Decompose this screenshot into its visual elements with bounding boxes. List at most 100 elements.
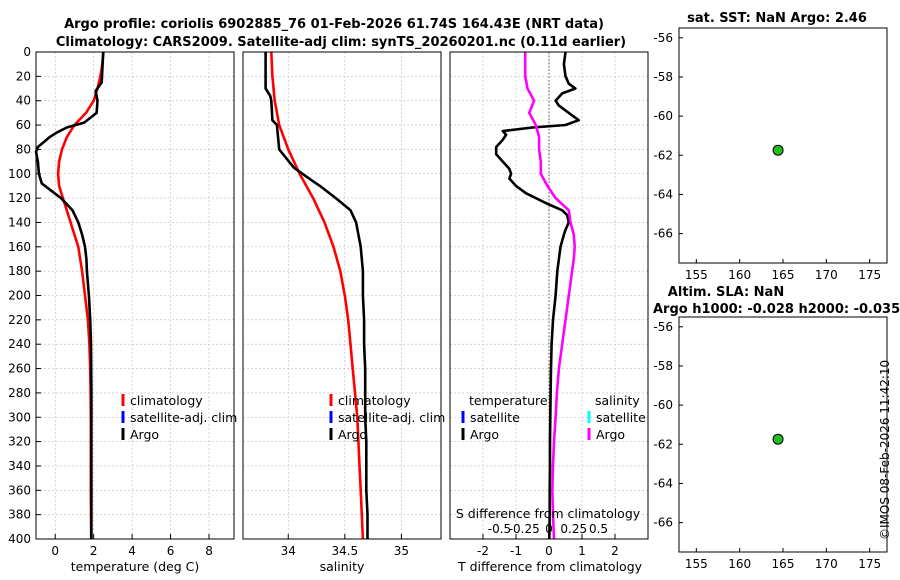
lat-tick-label: -62 — [653, 148, 673, 162]
depth-tick-label: 300 — [8, 410, 31, 424]
depth-tick-label: 360 — [8, 483, 31, 497]
series-argo — [264, 52, 369, 539]
legend-label-s-argo: Argo — [596, 427, 625, 442]
depth-tick-label: 320 — [8, 435, 31, 449]
salinity-grid — [243, 51, 441, 540]
depth-tick-label: 260 — [8, 362, 31, 376]
lat-tick-label: -58 — [653, 359, 673, 373]
salinity-x-ticks: 34 34.5 35 — [281, 534, 409, 558]
lon-tick-label: 170 — [815, 268, 838, 282]
series-argo — [34, 51, 105, 539]
lat-tick-label: -60 — [653, 398, 673, 412]
lat-tick-label: -66 — [653, 227, 673, 241]
float-position-marker — [772, 144, 784, 156]
depth-tick-label: 400 — [8, 532, 31, 546]
legend-label-climatology: climatology — [338, 393, 411, 408]
sla-axis-ticks: 155 160 165 170 175 -56 -58 -60 -62 -64 -66 — [653, 320, 881, 571]
x-tick-label: 4 — [128, 544, 136, 558]
sst-axis-ticks: 155 160 165 170 175 -56 -58 -60 -62 -64 -66 — [653, 31, 881, 282]
lat-tick-label: -64 — [653, 187, 673, 201]
difference-series — [494, 51, 581, 540]
x-tick-label: 0 — [545, 544, 553, 558]
float-position-marker — [772, 433, 784, 445]
temperature-panel: 0 2 4 6 8 0 20 40 60 80 100 120 140 160 180 200 220 240 2… — [8, 45, 237, 574]
figure-title: Argo profile: coriolis 6902885_76 01-Feb… — [64, 17, 604, 32]
lon-tick-label: 175 — [858, 557, 881, 571]
lat-tick-label: -56 — [653, 31, 673, 45]
x-tick-label: -2 — [477, 544, 489, 558]
figure-subtitle: Climatology: CARS2009. Satellite-adj cli… — [56, 35, 626, 50]
difference-x-ticks: -2 -1 0 1 2 — [477, 534, 619, 558]
sla-panel-title-2: Argo h1000: -0.028 h2000: -0.035 — [653, 302, 900, 317]
s-difference-label: S difference from climatology — [456, 506, 641, 521]
x-tick-label: 35 — [394, 544, 409, 558]
legend-header-temperature: temperature — [469, 393, 548, 408]
lat-tick-label: -58 — [653, 70, 673, 84]
depth-tick-label: 240 — [8, 337, 31, 351]
t-difference-label: T difference from climatology — [457, 559, 643, 574]
sla-float-marker — [772, 433, 784, 445]
depth-tick-label: 100 — [8, 167, 31, 181]
series-s-difference-argo- — [523, 52, 577, 540]
x-tick-label: 34.5 — [331, 544, 358, 558]
lat-tick-label: -56 — [653, 320, 673, 334]
legend-label-climatology: climatology — [130, 393, 203, 408]
depth-tick-label: 20 — [16, 69, 31, 83]
x-tick-label: 2 — [90, 544, 98, 558]
legend-label-argo: Argo — [338, 427, 367, 442]
legend-label-argo: Argo — [130, 427, 159, 442]
depth-tick-label: 180 — [8, 264, 31, 278]
legend-label-satellite-adj: satellite-adj. clim — [338, 410, 445, 425]
depth-tick-label: 60 — [16, 118, 31, 132]
s-tick-label: 0.25 — [560, 522, 587, 536]
legend-label-s-satellite: satellite — [596, 410, 646, 425]
lat-tick-label: -62 — [653, 437, 673, 451]
s-tick-label: 0 — [545, 522, 553, 536]
x-tick-label: 2 — [611, 544, 619, 558]
lon-tick-label: 175 — [858, 268, 881, 282]
x-tick-label: 1 — [578, 544, 586, 558]
depth-tick-label: 220 — [8, 313, 31, 327]
difference-panel: -2 -1 0 1 2 -0.5-0.25 0 0.25 0.5 T difference f… — [449, 51, 649, 574]
depth-tick-label: 160 — [8, 240, 31, 254]
sst-map-panel: 155 160 165 170 175 -56 -58 -60 -62 -64 -66 — [653, 27, 888, 282]
s-tick-label: -0.25 — [509, 522, 540, 536]
salinity-series — [264, 51, 369, 540]
sst-panel-title: sat. SST: NaN Argo: 2.46 — [687, 11, 867, 26]
temperature-x-label: temperature (deg C) — [71, 559, 200, 574]
sla-panel-title: Altim. SLA: NaN — [668, 285, 784, 300]
lon-tick-label: 155 — [685, 268, 708, 282]
salinity-x-label: salinity — [320, 559, 365, 574]
depth-tick-label: 80 — [16, 142, 31, 156]
depth-tick-label: 140 — [8, 215, 31, 229]
depth-tick-label: 40 — [16, 94, 31, 108]
s-tick-label: -0.5 — [488, 522, 511, 536]
depth-tick-label: 280 — [8, 386, 31, 400]
lon-tick-label: 160 — [728, 268, 751, 282]
sla-map-panel: 155 160 165 170 175 -56 -58 -60 -62 -64 -66 — [653, 316, 888, 571]
depth-tick-label: 120 — [8, 191, 31, 205]
legend-label-t-argo: Argo — [470, 427, 499, 442]
lon-tick-label: 155 — [685, 557, 708, 571]
depth-tick-label: 340 — [8, 459, 31, 473]
legend-header-salinity: salinity — [595, 393, 640, 408]
x-tick-label: 0 — [51, 544, 59, 558]
series-t-difference-argo- — [494, 51, 581, 540]
x-tick-label: 34 — [281, 544, 296, 558]
depth-axis-ticks: 0 20 40 60 80 100 120 140 160 180 200 220 240 260 280 3… — [8, 45, 41, 546]
lon-tick-label: 170 — [815, 557, 838, 571]
x-tick-label: -1 — [510, 544, 522, 558]
salinity-legend: climatology satellite-adj. clim Argo — [329, 393, 445, 442]
series-climatology — [270, 51, 365, 540]
lat-tick-label: -66 — [653, 516, 673, 530]
sst-axes-frame — [678, 27, 888, 264]
lat-tick-label: -60 — [653, 109, 673, 123]
sla-axes-frame — [678, 316, 888, 553]
legend-label-satellite-adj: satellite-adj. clim — [130, 410, 237, 425]
lon-tick-label: 165 — [772, 268, 795, 282]
imos-watermark: ©IMOS 08-Feb-2026 11:42:10 — [878, 360, 892, 540]
salinity-panel: 34 34.5 35 salinity climatology satellite-… — [242, 51, 445, 574]
x-tick-label: 8 — [205, 544, 213, 558]
temperature-x-ticks: 0 2 4 6 8 — [51, 534, 213, 558]
